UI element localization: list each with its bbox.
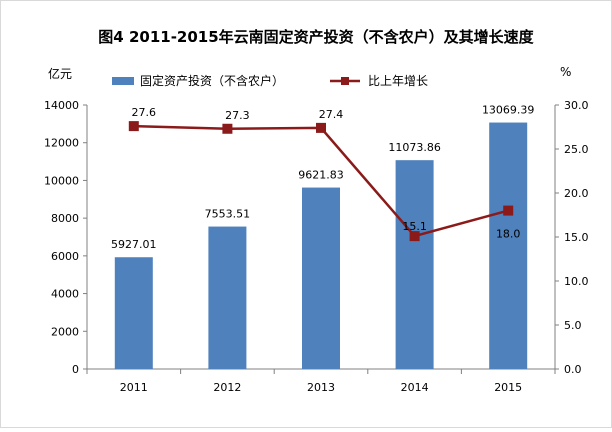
- right-tick-label: 0.0: [564, 363, 582, 376]
- right-tick-label: 10.0: [564, 275, 589, 288]
- bar: [395, 160, 434, 369]
- x-tick-label: 2015: [494, 381, 522, 394]
- left-tick-label: 0: [72, 363, 79, 376]
- line-data-label: 18.0: [496, 228, 521, 241]
- bar: [489, 122, 528, 369]
- legend-bar-swatch: [112, 77, 134, 85]
- growth-marker: [222, 123, 233, 134]
- left-tick-label: 6000: [51, 250, 79, 263]
- legend-bar-label: 固定资产投资（不含农户）: [140, 73, 284, 88]
- right-tick-label: 15.0: [564, 231, 589, 244]
- x-tick-label: 2011: [120, 381, 148, 394]
- growth-marker: [409, 231, 420, 242]
- bar-data-label: 11073.86: [388, 141, 441, 154]
- right-tick-label: 25.0: [564, 143, 589, 156]
- x-tick-label: 2012: [213, 381, 241, 394]
- x-tick-label: 2013: [307, 381, 335, 394]
- line-data-label: 27.3: [225, 109, 250, 122]
- left-axis-unit: 亿元: [48, 66, 72, 81]
- right-tick-label: 20.0: [564, 187, 589, 200]
- bar: [302, 187, 340, 369]
- line-data-label: 27.6: [132, 106, 157, 119]
- bar: [208, 226, 247, 369]
- left-tick-label: 12000: [44, 137, 79, 150]
- left-tick-label: 14000: [44, 99, 79, 112]
- legend-line-label: 比上年增长: [368, 74, 428, 88]
- legend-line-marker: [341, 77, 349, 85]
- right-tick-label: 30.0: [564, 99, 589, 112]
- bar-data-label: 7553.51: [205, 208, 251, 221]
- left-tick-label: 8000: [51, 212, 79, 225]
- bar-data-label: 5927.01: [111, 238, 157, 251]
- plot-area: 0 2000 4000 6000 8000 10000 12000 14000 0.0 5.0 10…: [44, 99, 589, 394]
- bar-data-label: 13069.39: [482, 104, 535, 117]
- growth-marker: [316, 122, 326, 133]
- growth-marker: [503, 205, 514, 216]
- line-data-label: 15.1: [402, 220, 427, 233]
- x-tick-label: 2014: [401, 381, 429, 394]
- right-tick-label: 5.0: [564, 319, 582, 332]
- chart-title: 图4 2011-2015年云南固定资产投资（不含农户）及其增长速度: [98, 28, 534, 46]
- left-tick-label: 4000: [51, 288, 79, 301]
- left-tick-label: 10000: [44, 174, 79, 187]
- bar: [114, 257, 153, 369]
- line-data-label: 27.4: [319, 108, 344, 121]
- right-axis-unit: %: [560, 65, 571, 79]
- growth-marker: [128, 121, 139, 132]
- left-tick-label: 2000: [51, 325, 79, 338]
- bar-data-label: 9621.83: [298, 169, 344, 182]
